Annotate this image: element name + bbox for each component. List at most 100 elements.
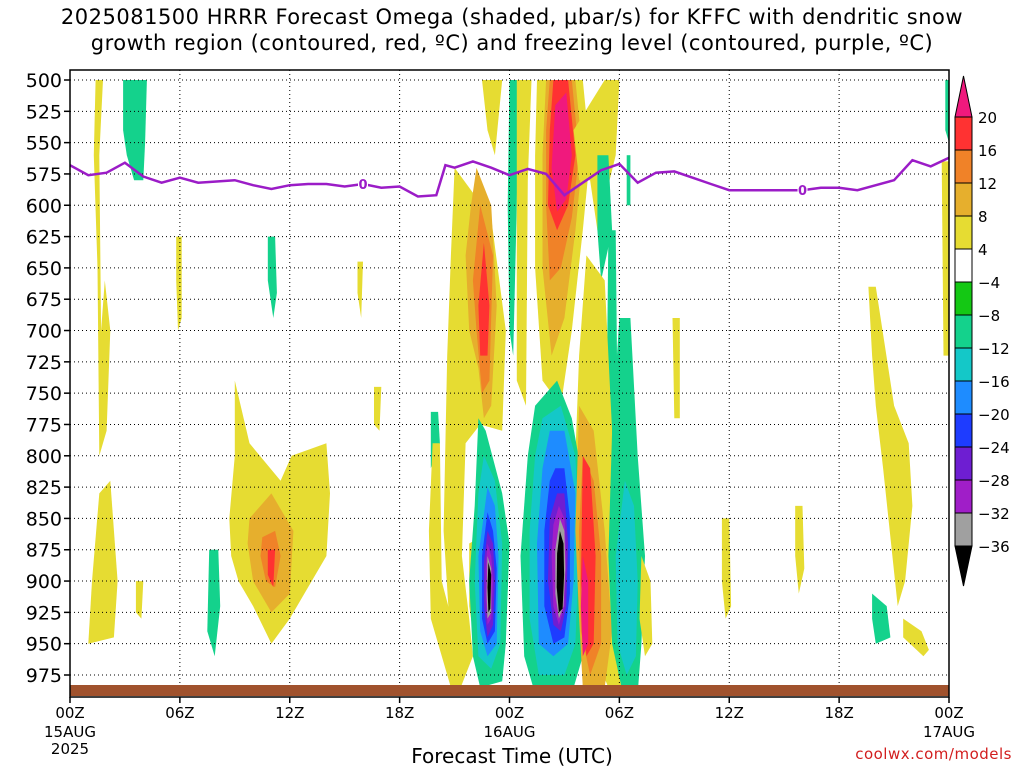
y-tick-label-17: 925 [26, 602, 62, 624]
omega-region-3 [267, 236, 277, 318]
x-tick-label-0: 00Z [55, 704, 84, 722]
y-tick-label-3: 575 [26, 164, 62, 186]
omega-region-62 [872, 593, 891, 644]
colorbar-label-3: 8 [978, 208, 988, 226]
omega-region-11 [267, 549, 276, 588]
omega-region-60 [868, 286, 913, 607]
omega-region-28 [487, 562, 492, 613]
colorbar-segment-1 [954, 116, 973, 151]
colorbar-label-4: 4 [978, 241, 988, 259]
omega-region-4 [357, 261, 363, 318]
colorbar-label-1: 16 [978, 142, 997, 160]
omega-region-18 [478, 242, 490, 356]
freezing-contour-label: 0 [358, 178, 367, 193]
omega-region-54 [615, 480, 638, 675]
x-tick-date-8: 17AUG [923, 723, 975, 741]
x-tick-year-0: 2025 [51, 740, 89, 758]
colorbar-label-10: −24 [978, 439, 1010, 457]
x-tick-label-1: 06Z [165, 704, 194, 722]
contour-label-bg-0 [358, 175, 368, 191]
chart-title-line-1: 2025081500 HRRR Forecast Omega (shaded, … [60, 5, 964, 29]
colorbar-segment-10 [954, 413, 973, 448]
colorbar-label-9: −20 [978, 406, 1010, 424]
colorbar-label-0: 20 [978, 109, 997, 127]
omega-region-1 [123, 80, 147, 181]
colorbar-label-5: −4 [978, 274, 1000, 292]
colorbar-segment-6 [954, 281, 973, 316]
y-tick-label-13: 825 [26, 477, 62, 499]
colorbar-label-8: −16 [978, 373, 1010, 391]
y-tick-label-8: 700 [26, 321, 62, 343]
omega-shaded-fields [88, 80, 949, 685]
colorbar-segment-3 [954, 182, 973, 217]
colorbar-segment-7 [954, 314, 973, 349]
omega-region-38 [597, 155, 613, 281]
colorbar-segment-5 [954, 248, 973, 283]
x-tick-label-2: 12Z [275, 704, 304, 722]
colorbar-label-12: −32 [978, 505, 1010, 523]
x-tick-label-3: 18Z [385, 704, 414, 722]
pressure-axis: 500 525 550 575 600 625 650 675 700 725 750 775 800 8… [26, 70, 70, 687]
colorbar-label-13: −36 [978, 538, 1010, 556]
site-credit: coolwx.com/models [855, 745, 1012, 763]
y-tick-label-16: 900 [26, 571, 62, 593]
omega-region-6 [88, 480, 118, 644]
omega-region-2 [176, 236, 182, 331]
chart-title: 2025081500 HRRR Forecast Omega (shaded, … [0, 4, 1024, 56]
omega-region-29 [507, 80, 519, 356]
omega-region-7 [135, 581, 144, 619]
x-tick-label-4: 00Z [495, 704, 524, 722]
colorbar-segment-11 [954, 446, 973, 481]
omega-region-58 [721, 518, 732, 619]
x-tick-label-5: 06Z [605, 704, 634, 722]
colorbar-segment-4 [954, 215, 973, 250]
colorbar-label-7: −12 [978, 340, 1010, 358]
omega-region-37 [573, 80, 620, 231]
omega-region-48 [556, 530, 565, 613]
ground-band [70, 685, 949, 696]
y-tick-label-5: 625 [26, 227, 62, 249]
colorbar-label-11: −28 [978, 472, 1010, 490]
omega-region-30 [516, 80, 532, 406]
omega-region-55 [626, 155, 631, 206]
colorbar-segment-13 [954, 512, 973, 547]
ground-surface [70, 685, 949, 696]
omega-region-20 [482, 80, 503, 156]
y-tick-label-11: 775 [26, 414, 62, 436]
grid-lines [70, 70, 949, 685]
colorbar-segment-8 [954, 347, 973, 382]
colorbar-label-6: −8 [978, 307, 1000, 325]
colorbar-top-arrow [954, 75, 973, 118]
omega-region-63 [903, 618, 929, 657]
y-tick-label-12: 800 [26, 446, 62, 468]
colorbar-segment-12 [954, 479, 973, 514]
colorbar-segment-9 [954, 380, 973, 415]
colorbar-segment-2 [954, 149, 973, 184]
omega-region-12 [207, 549, 221, 657]
x-axis-title: Forecast Time (UTC) [411, 744, 613, 768]
y-tick-label-0: 500 [26, 70, 62, 92]
y-tick-label-6: 650 [26, 258, 62, 280]
omega-region-61 [941, 161, 949, 356]
y-tick-label-9: 725 [26, 352, 62, 374]
y-tick-label-7: 675 [26, 289, 62, 311]
y-tick-label-10: 750 [26, 383, 62, 405]
y-tick-label-2: 550 [26, 133, 62, 155]
y-tick-label-14: 850 [26, 508, 62, 530]
y-tick-label-4: 600 [26, 195, 62, 217]
omega-region-59 [795, 505, 805, 594]
colorbar-bottom-arrow [954, 545, 973, 587]
omega-region-36 [551, 92, 572, 212]
omega-region-5 [374, 386, 382, 431]
colorbar-label-2: 12 [978, 175, 997, 193]
chart-title-line-2: growth region (contoured, red, ºC) and f… [90, 31, 934, 55]
y-tick-label-18: 950 [26, 634, 62, 656]
omega-region-64 [945, 80, 949, 143]
y-tick-label-1: 525 [26, 101, 62, 123]
colorbar-legend: 20 16 12 8 4 −4 −8 −12 −16 −20 −24 −28 −32 −36 [954, 75, 1010, 587]
y-tick-label-19: 975 [26, 665, 62, 687]
contour-label-bg-1 [797, 182, 808, 198]
